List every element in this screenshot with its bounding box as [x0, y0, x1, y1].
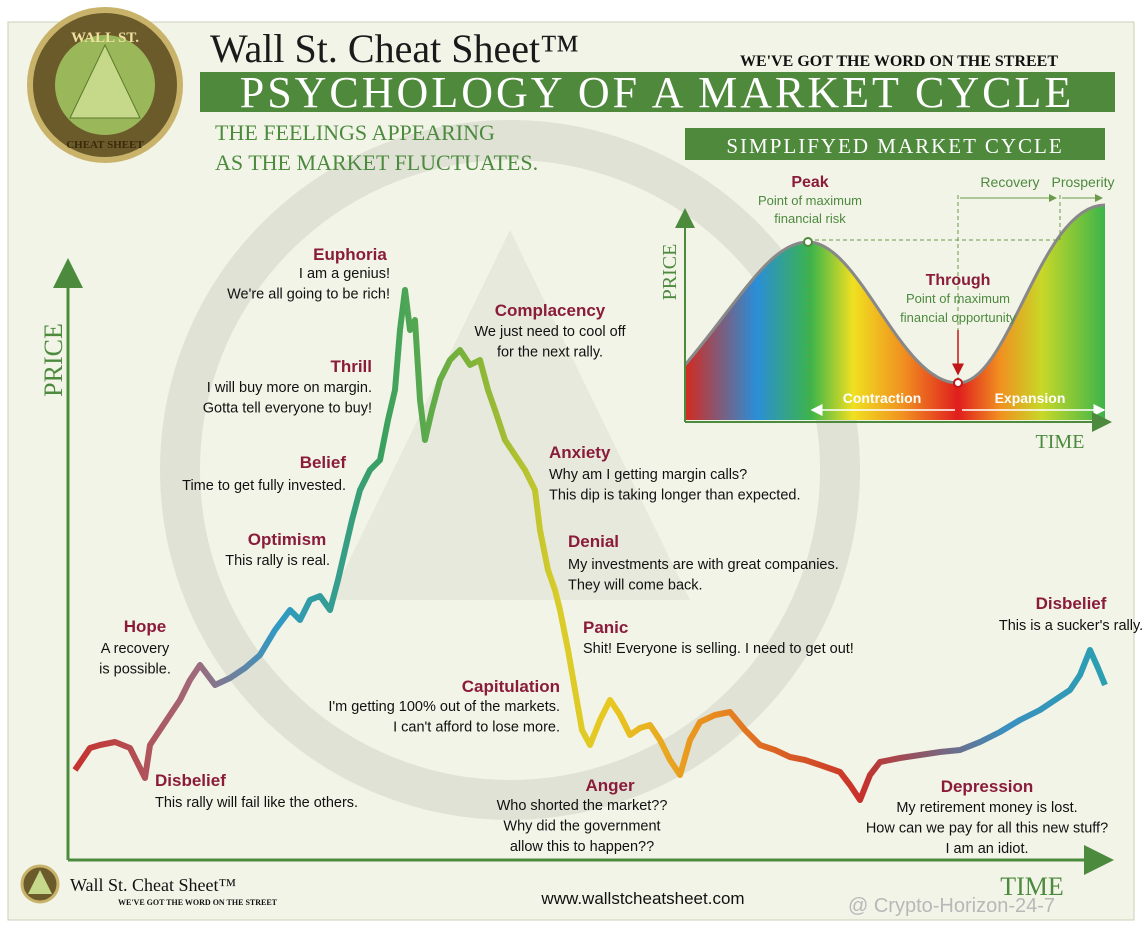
footer-brand: Wall St. Cheat Sheet™	[70, 875, 236, 895]
stage-text: How can we pay for all this new stuff?	[866, 821, 1108, 837]
stage-text: Shit! Everyone is selling. I need to get…	[583, 641, 854, 657]
stage-text: Who shorted the market??	[497, 798, 668, 814]
footer-url: www.wallstcheatsheet.com	[540, 889, 744, 908]
x-axis-label: TIME	[1000, 872, 1064, 901]
stage-label: Disbelief	[1036, 594, 1107, 613]
stage-label: Anxiety	[549, 443, 611, 462]
subtitle: THE FEELINGS APPEARING	[215, 120, 495, 145]
peak-text: Point of maximum	[758, 193, 862, 208]
banner-bg	[200, 72, 1115, 112]
stage-label: Denial	[568, 532, 619, 551]
title: Wall St. Cheat Sheet™	[210, 26, 579, 71]
inset-y-label: PRICE	[659, 244, 681, 301]
tagline: WE'VE GOT THE WORD ON THE STREET	[740, 53, 1058, 70]
phase-label: Recovery	[980, 174, 1039, 190]
footer-tagline: WE'VE GOT THE WORD ON THE STREET	[118, 898, 278, 907]
watermark: @ Crypto-Horizon-24-7	[848, 895, 1055, 917]
stage-text: This rally is real.	[225, 553, 330, 569]
phase-label: Contraction	[843, 390, 922, 406]
inset-curve	[683, 203, 1106, 385]
stage-text: Time to get fully invested.	[182, 478, 346, 494]
stage-label: Belief	[300, 453, 347, 472]
stage-text: is possible.	[99, 662, 171, 678]
stage-text: A recovery	[101, 641, 170, 657]
logo-pyramid	[69, 43, 141, 119]
peak-label: Peak	[791, 174, 828, 191]
stage-text: Why did the government	[503, 819, 660, 835]
trough-text: financial opportunity	[900, 310, 1016, 325]
inset-title: SIMPLIFYED MARKET CYCLE	[726, 134, 1063, 158]
stage-text: for the next rally.	[497, 345, 603, 361]
watermark-pyramid	[330, 230, 690, 600]
y-axis-label: PRICE	[39, 323, 68, 397]
stage-text: My investments are with great companies.	[568, 557, 839, 573]
trough-text: Point of maximum	[906, 291, 1010, 306]
stage-label: Complacency	[495, 301, 606, 320]
stage-text: Why am I getting margin calls?	[549, 467, 747, 483]
stage-label: Euphoria	[313, 245, 387, 264]
stage-label: Disbelief	[155, 771, 226, 790]
stage-text: This rally will fail like the others.	[155, 795, 358, 811]
inset-x-label: TIME	[1036, 431, 1085, 453]
stage-text: I'm getting 100% out of the markets.	[328, 699, 560, 715]
stage-text: We're all going to be rich!	[227, 287, 390, 303]
stage-label: Panic	[583, 618, 628, 637]
stage-label: Hope	[124, 617, 167, 636]
watermark-ring	[160, 120, 860, 820]
stage-text: This is a sucker's rally.	[999, 618, 1142, 634]
phase-label: Prosperity	[1051, 174, 1114, 190]
stage-text: This dip is taking longer than expected.	[549, 488, 800, 504]
banner: PSYCHOLOGY OF A MARKET CYCLE	[240, 68, 1075, 117]
peak-text: financial risk	[774, 211, 846, 226]
stage-label: Optimism	[248, 530, 326, 549]
stage-text: I am a genius!	[299, 266, 390, 282]
peak-dot	[803, 237, 813, 247]
stage-label: Anger	[585, 776, 635, 795]
stage-label: Thrill	[330, 357, 372, 376]
trough-dot	[953, 378, 963, 388]
stage-label: Depression	[941, 777, 1034, 796]
stage-label: Capitulation	[462, 677, 560, 696]
stage-text: We just need to cool off	[474, 324, 626, 340]
stage-text: I can't afford to lose more.	[393, 720, 560, 736]
inset-area	[685, 205, 1105, 420]
stage-text: Gotta tell everyone to buy!	[203, 401, 372, 417]
stage-text: I am an idiot.	[945, 841, 1028, 857]
footer-logo-pyramid	[28, 870, 52, 894]
stage-text: They will come back.	[568, 578, 703, 594]
phase-label: Expansion	[995, 390, 1066, 406]
stage-text: I will buy more on margin.	[207, 380, 372, 396]
trough-label: Through	[926, 272, 991, 289]
stage-text: allow this to happen??	[510, 839, 654, 855]
market-cycle-curve	[72, 287, 1108, 803]
subtitle: AS THE MARKET FLUCTUATES.	[215, 150, 538, 175]
stage-text: My retirement money is lost.	[896, 800, 1077, 816]
logo-text: CHEAT SHEET	[66, 139, 144, 151]
inset-title-bg	[685, 128, 1105, 160]
logo-text: WALL ST.	[71, 30, 139, 46]
